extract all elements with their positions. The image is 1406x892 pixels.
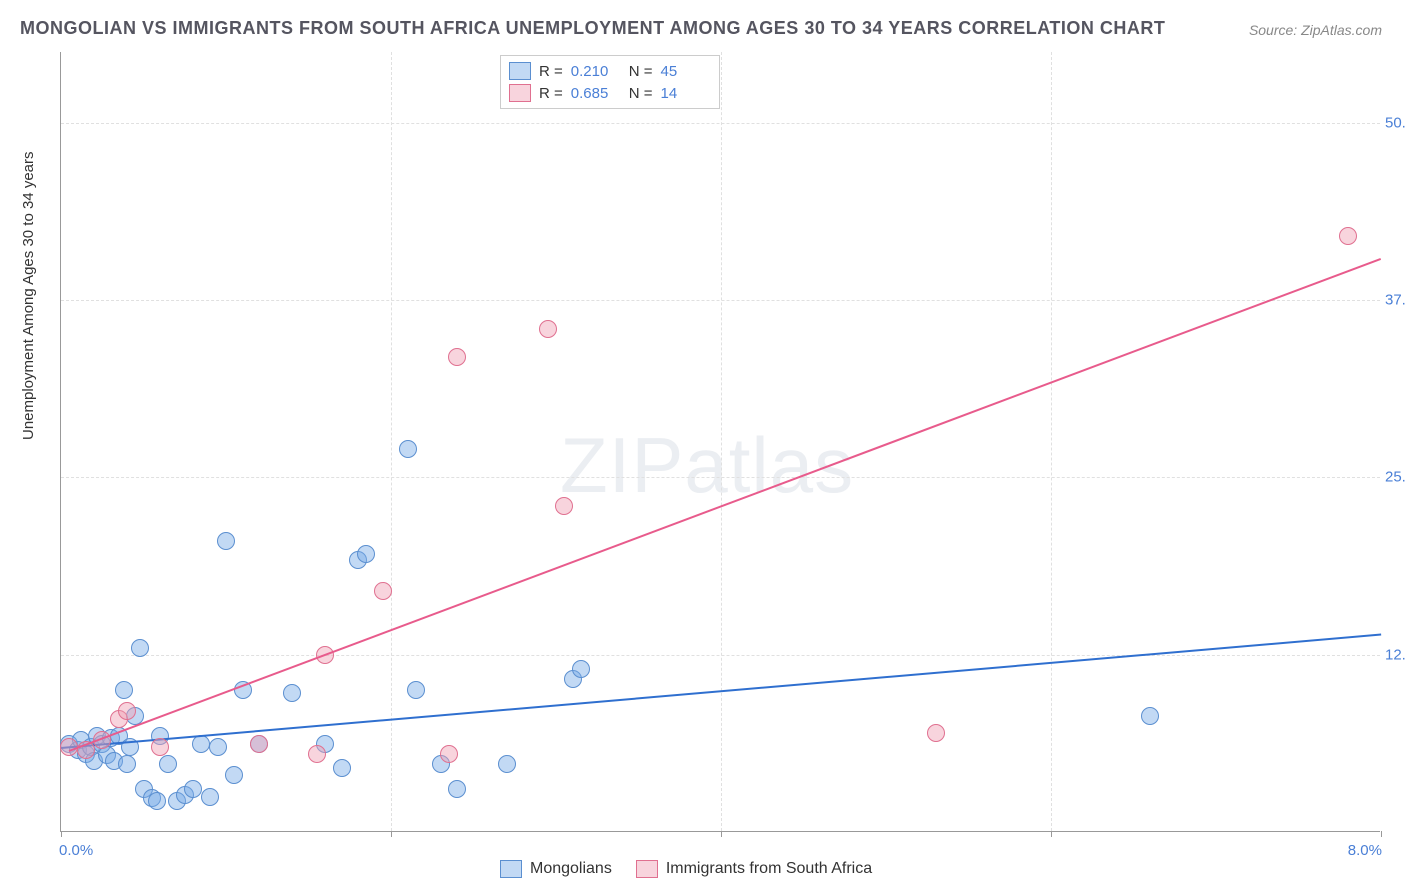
- scatter-point: [192, 735, 210, 753]
- scatter-point: [250, 735, 268, 753]
- scatter-point: [555, 497, 573, 515]
- scatter-point: [225, 766, 243, 784]
- scatter-point: [333, 759, 351, 777]
- stat-r-label: R =: [539, 85, 563, 102]
- scatter-point: [927, 724, 945, 742]
- xtick-mark: [391, 831, 392, 837]
- scatter-point: [217, 532, 235, 550]
- legend-label: Mongolians: [530, 860, 612, 878]
- stat-r-value: 0.685: [571, 85, 621, 102]
- scatter-point: [283, 684, 301, 702]
- scatter-point: [151, 738, 169, 756]
- scatter-point: [448, 780, 466, 798]
- stat-n-value: 14: [661, 85, 711, 102]
- gridline-v: [721, 52, 722, 831]
- ytick-label: 50.0%: [1385, 114, 1406, 131]
- scatter-point: [209, 738, 227, 756]
- scatter-point: [159, 755, 177, 773]
- source-label: Source: ZipAtlas.com: [1249, 22, 1382, 38]
- legend-item-1: Mongolians: [500, 860, 612, 878]
- scatter-point: [448, 348, 466, 366]
- scatter-point: [572, 660, 590, 678]
- swatch-icon: [636, 860, 658, 878]
- swatch-icon: [509, 84, 531, 102]
- scatter-point: [148, 792, 166, 810]
- scatter-point: [184, 780, 202, 798]
- stats-row-series2: R = 0.685 N = 14: [509, 82, 711, 104]
- scatter-point: [440, 745, 458, 763]
- bottom-legend: Mongolians Immigrants from South Africa: [500, 860, 872, 878]
- stats-legend-box: R = 0.210 N = 45 R = 0.685 N = 14: [500, 55, 720, 109]
- scatter-point: [201, 788, 219, 806]
- xtick-mark: [1381, 831, 1382, 837]
- scatter-point: [539, 320, 557, 338]
- scatter-point: [115, 681, 133, 699]
- ytick-label: 37.5%: [1385, 292, 1406, 309]
- xtick-mark: [1051, 831, 1052, 837]
- scatter-point: [374, 582, 392, 600]
- stat-n-label: N =: [629, 85, 653, 102]
- chart-title: MONGOLIAN VS IMMIGRANTS FROM SOUTH AFRIC…: [20, 18, 1165, 39]
- ytick-label: 12.5%: [1385, 646, 1406, 663]
- scatter-point: [1141, 707, 1159, 725]
- y-axis-label: Unemployment Among Ages 30 to 34 years: [20, 151, 37, 440]
- trend-line: [69, 258, 1381, 752]
- legend-item-2: Immigrants from South Africa: [636, 860, 872, 878]
- legend-label: Immigrants from South Africa: [666, 860, 872, 878]
- swatch-icon: [509, 62, 531, 80]
- swatch-icon: [500, 860, 522, 878]
- scatter-point: [308, 745, 326, 763]
- scatter-point: [399, 440, 417, 458]
- stat-r-label: R =: [539, 63, 563, 80]
- ytick-label: 25.0%: [1385, 469, 1406, 486]
- xtick-label: 8.0%: [1348, 842, 1382, 859]
- stat-n-value: 45: [661, 63, 711, 80]
- scatter-point: [118, 755, 136, 773]
- scatter-point: [407, 681, 425, 699]
- scatter-point: [357, 545, 375, 563]
- gridline-v: [1051, 52, 1052, 831]
- scatter-point: [1339, 227, 1357, 245]
- stat-r-value: 0.210: [571, 63, 621, 80]
- scatter-point: [118, 702, 136, 720]
- gridline-v: [391, 52, 392, 831]
- xtick-mark: [61, 831, 62, 837]
- scatter-point: [498, 755, 516, 773]
- stat-n-label: N =: [629, 63, 653, 80]
- xtick-label: 0.0%: [59, 842, 93, 859]
- stats-row-series1: R = 0.210 N = 45: [509, 60, 711, 82]
- scatter-point: [131, 639, 149, 657]
- xtick-mark: [721, 831, 722, 837]
- plot-area: 12.5%25.0%37.5%50.0%0.0%8.0%: [60, 52, 1380, 832]
